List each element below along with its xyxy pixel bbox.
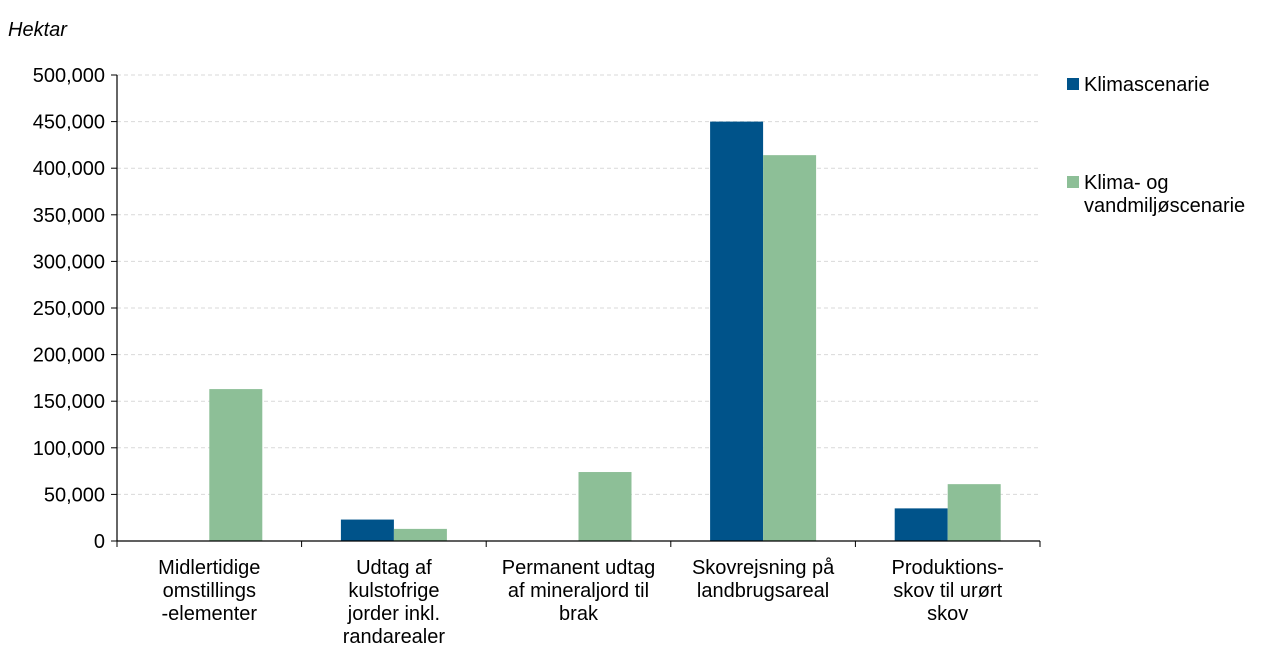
bar xyxy=(947,484,1001,541)
bar xyxy=(710,121,764,541)
y-tick-label: 400,000 xyxy=(33,158,105,180)
bar xyxy=(763,155,817,542)
y-tick-label: 0 xyxy=(94,531,105,553)
x-category-label: Udtag af kulstofrige jorder inkl. randareal… xyxy=(343,557,446,648)
bar xyxy=(340,519,394,541)
x-category-label: Midlertidige omstillings -elementer xyxy=(158,557,260,625)
y-tick-label: 300,000 xyxy=(33,251,105,273)
x-category-label: Produktions-skov til urørt skov xyxy=(892,557,1004,625)
gridlines xyxy=(111,74,1040,542)
x-category-label: Permanent udtag af mineraljord til brak xyxy=(502,557,655,625)
bar xyxy=(209,389,263,541)
legend-swatch xyxy=(1067,78,1079,90)
x-category-labels: Midlertidige omstillings -elementer Udtag a… xyxy=(158,557,1004,648)
bars xyxy=(209,121,1001,542)
y-tick-label: 500,000 xyxy=(33,65,105,87)
legend-label: Klimascenarie xyxy=(1084,74,1210,96)
y-tick-labels: 0 50,000 100,000 150,000 200,000 250,000 300,0… xyxy=(33,65,105,553)
axes xyxy=(116,75,1041,547)
y-tick-label: 450,000 xyxy=(33,112,105,134)
y-tick-label: 150,000 xyxy=(33,391,105,413)
bar xyxy=(393,528,447,541)
y-tick-label: 100,000 xyxy=(33,438,105,460)
x-category-label: Skovrejsning på landbrugsareal xyxy=(692,557,835,602)
y-tick-label: 200,000 xyxy=(33,345,105,367)
legend: Klimascenarie Klima- og vandmiljøscenarie xyxy=(1067,74,1245,217)
y-tick-label: 350,000 xyxy=(33,205,105,227)
bar xyxy=(578,472,632,541)
legend-swatch xyxy=(1067,176,1079,188)
legend-label: Klima- og vandmiljøscenarie xyxy=(1084,172,1245,217)
bar xyxy=(894,508,948,541)
y-unit-label: Hektar xyxy=(8,19,68,41)
y-tick-label: 50,000 xyxy=(44,484,105,506)
y-tick-label: 250,000 xyxy=(33,298,105,320)
